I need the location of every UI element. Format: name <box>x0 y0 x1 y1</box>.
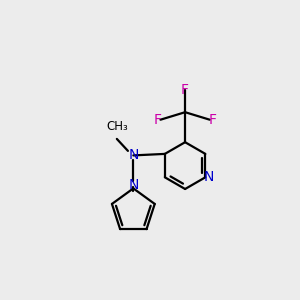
Text: N: N <box>204 170 214 184</box>
Text: N: N <box>128 148 139 162</box>
Text: F: F <box>209 113 217 127</box>
Text: N: N <box>128 178 139 192</box>
Text: CH₃: CH₃ <box>106 120 128 133</box>
Text: F: F <box>154 113 161 127</box>
Text: F: F <box>181 83 189 97</box>
